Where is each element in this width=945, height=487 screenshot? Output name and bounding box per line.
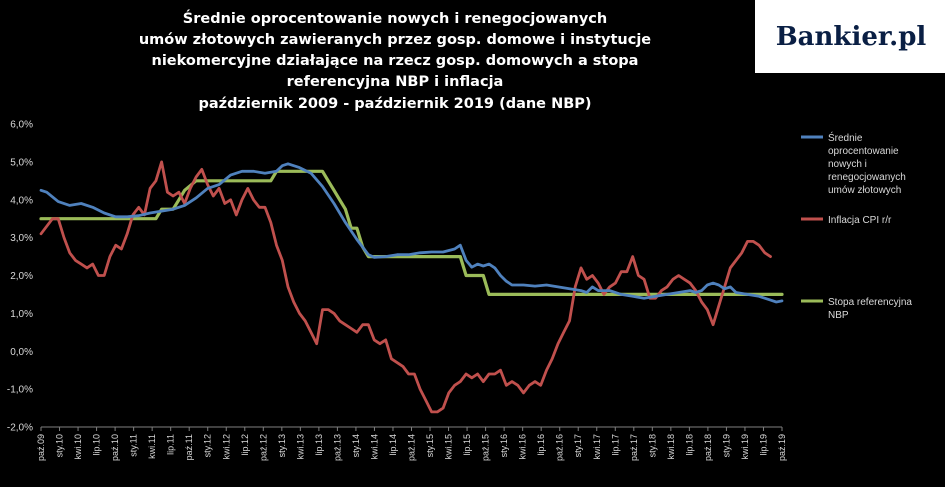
legend-label-stopa: Stopa referencyjna NBP bbox=[828, 297, 915, 321]
x-tick-label: lip.10 bbox=[92, 434, 102, 456]
bankier-logo: Bankier.pl bbox=[755, 0, 945, 73]
x-axis: paź.09 sty.10 kwi.10 lip.10 paź.10 sty.11 kwi.… bbox=[36, 427, 787, 461]
x-tick-label: sty.14 bbox=[351, 434, 361, 457]
x-tick-label: kwi.17 bbox=[592, 434, 602, 460]
x-tick-label: sty.16 bbox=[499, 434, 509, 457]
y-tick-label: -2,0% bbox=[7, 423, 33, 434]
logo-background bbox=[755, 0, 945, 73]
title-line-2: umów złotowych zawieranych przez gosp. d… bbox=[139, 32, 651, 48]
x-tick-label: kwi.12 bbox=[221, 434, 231, 460]
logo-text: Bankier.pl bbox=[776, 22, 927, 52]
title-line-5: październik 2009 - październik 2019 (dan… bbox=[198, 96, 591, 112]
series-layer bbox=[39, 160, 784, 414]
y-axis: -2,0% -1,0% 0,0% 1,0% 2,0% 3,0% 4,0% 5,0% 6,0% bbox=[7, 120, 33, 434]
x-tick-label: sty.11 bbox=[129, 434, 139, 457]
series-line-stopa-referencyjna bbox=[39, 169, 784, 296]
x-tick-label: lip.12 bbox=[240, 434, 250, 456]
x-tick-label: kwi.11 bbox=[147, 434, 157, 459]
y-tick-label: 0,0% bbox=[10, 347, 33, 358]
x-tick-label: sty.15 bbox=[425, 434, 435, 457]
x-tick-label: paź.12 bbox=[258, 434, 268, 461]
x-tick-label: sty.12 bbox=[203, 434, 213, 457]
x-tick-label: lip.13 bbox=[314, 434, 324, 456]
x-tick-label: paź.19 bbox=[777, 434, 787, 461]
legend-label-inflacja: Inflacja CPI r/r bbox=[828, 215, 892, 226]
y-tick-label: 4,0% bbox=[10, 195, 33, 206]
x-tick-label: paź.16 bbox=[555, 434, 565, 461]
x-tick-label: paź.17 bbox=[629, 434, 639, 461]
x-tick-label: kwi.18 bbox=[666, 434, 676, 460]
x-tick-label: kwi.19 bbox=[740, 434, 750, 460]
x-tick-label: sty.13 bbox=[277, 434, 287, 457]
x-tick-label: paź.13 bbox=[332, 434, 342, 461]
legend: Średnie oprocentowanie nowych i renegocj… bbox=[801, 131, 915, 321]
x-tick-label: lip.11 bbox=[166, 434, 176, 455]
title-line-1: Średnie oprocentowanie nowych i renegocj… bbox=[183, 9, 607, 27]
y-tick-label: 6,0% bbox=[10, 120, 33, 131]
chart-title: Średnie oprocentowanie nowych i renegocj… bbox=[139, 9, 651, 112]
x-tick-label: kwi.13 bbox=[295, 434, 305, 460]
x-tick-label: lip.15 bbox=[462, 434, 472, 456]
x-tick-label: lip.14 bbox=[388, 434, 398, 456]
x-tick-label: sty.18 bbox=[647, 434, 657, 457]
y-tick-label: 2,0% bbox=[10, 271, 33, 282]
title-line-4: referencyjna NBP i inflacja bbox=[287, 74, 504, 90]
x-tick-label: kwi.16 bbox=[518, 434, 528, 460]
x-tick-label: paź.11 bbox=[184, 434, 194, 460]
x-tick-label: paź.09 bbox=[36, 434, 46, 461]
x-tick-label: sty.10 bbox=[55, 434, 65, 457]
x-tick-label: kwi.15 bbox=[444, 434, 454, 460]
series-line-srednie-oprocentowanie bbox=[39, 162, 784, 304]
x-tick-label: paź.10 bbox=[110, 434, 120, 461]
series-line-inflacja-cpi bbox=[39, 160, 772, 414]
x-tick-label: sty.17 bbox=[573, 434, 583, 457]
y-tick-label: 3,0% bbox=[10, 233, 33, 244]
x-tick-label: kwi.10 bbox=[73, 434, 83, 460]
x-tick-label: lip.19 bbox=[758, 434, 768, 456]
x-tick-label: lip.18 bbox=[684, 434, 694, 456]
x-tick-label: paź.15 bbox=[481, 434, 491, 461]
x-tick-label: paź.14 bbox=[407, 434, 417, 461]
y-tick-label: 1,0% bbox=[10, 309, 33, 320]
x-tick-label: paź.18 bbox=[703, 434, 713, 461]
x-tick-label: lip.17 bbox=[610, 434, 620, 456]
legend-label-srednie: Średnie oprocentowanie nowych i renegocj… bbox=[828, 131, 909, 196]
y-tick-label: 5,0% bbox=[10, 157, 33, 168]
y-tick-label: -1,0% bbox=[7, 385, 33, 396]
x-tick-label: lip.16 bbox=[536, 434, 546, 456]
x-tick-label: kwi.14 bbox=[369, 434, 379, 460]
x-tick-label: sty.19 bbox=[721, 434, 731, 457]
title-line-3: niekomercyjne działające na rzecz gosp. … bbox=[152, 53, 639, 69]
